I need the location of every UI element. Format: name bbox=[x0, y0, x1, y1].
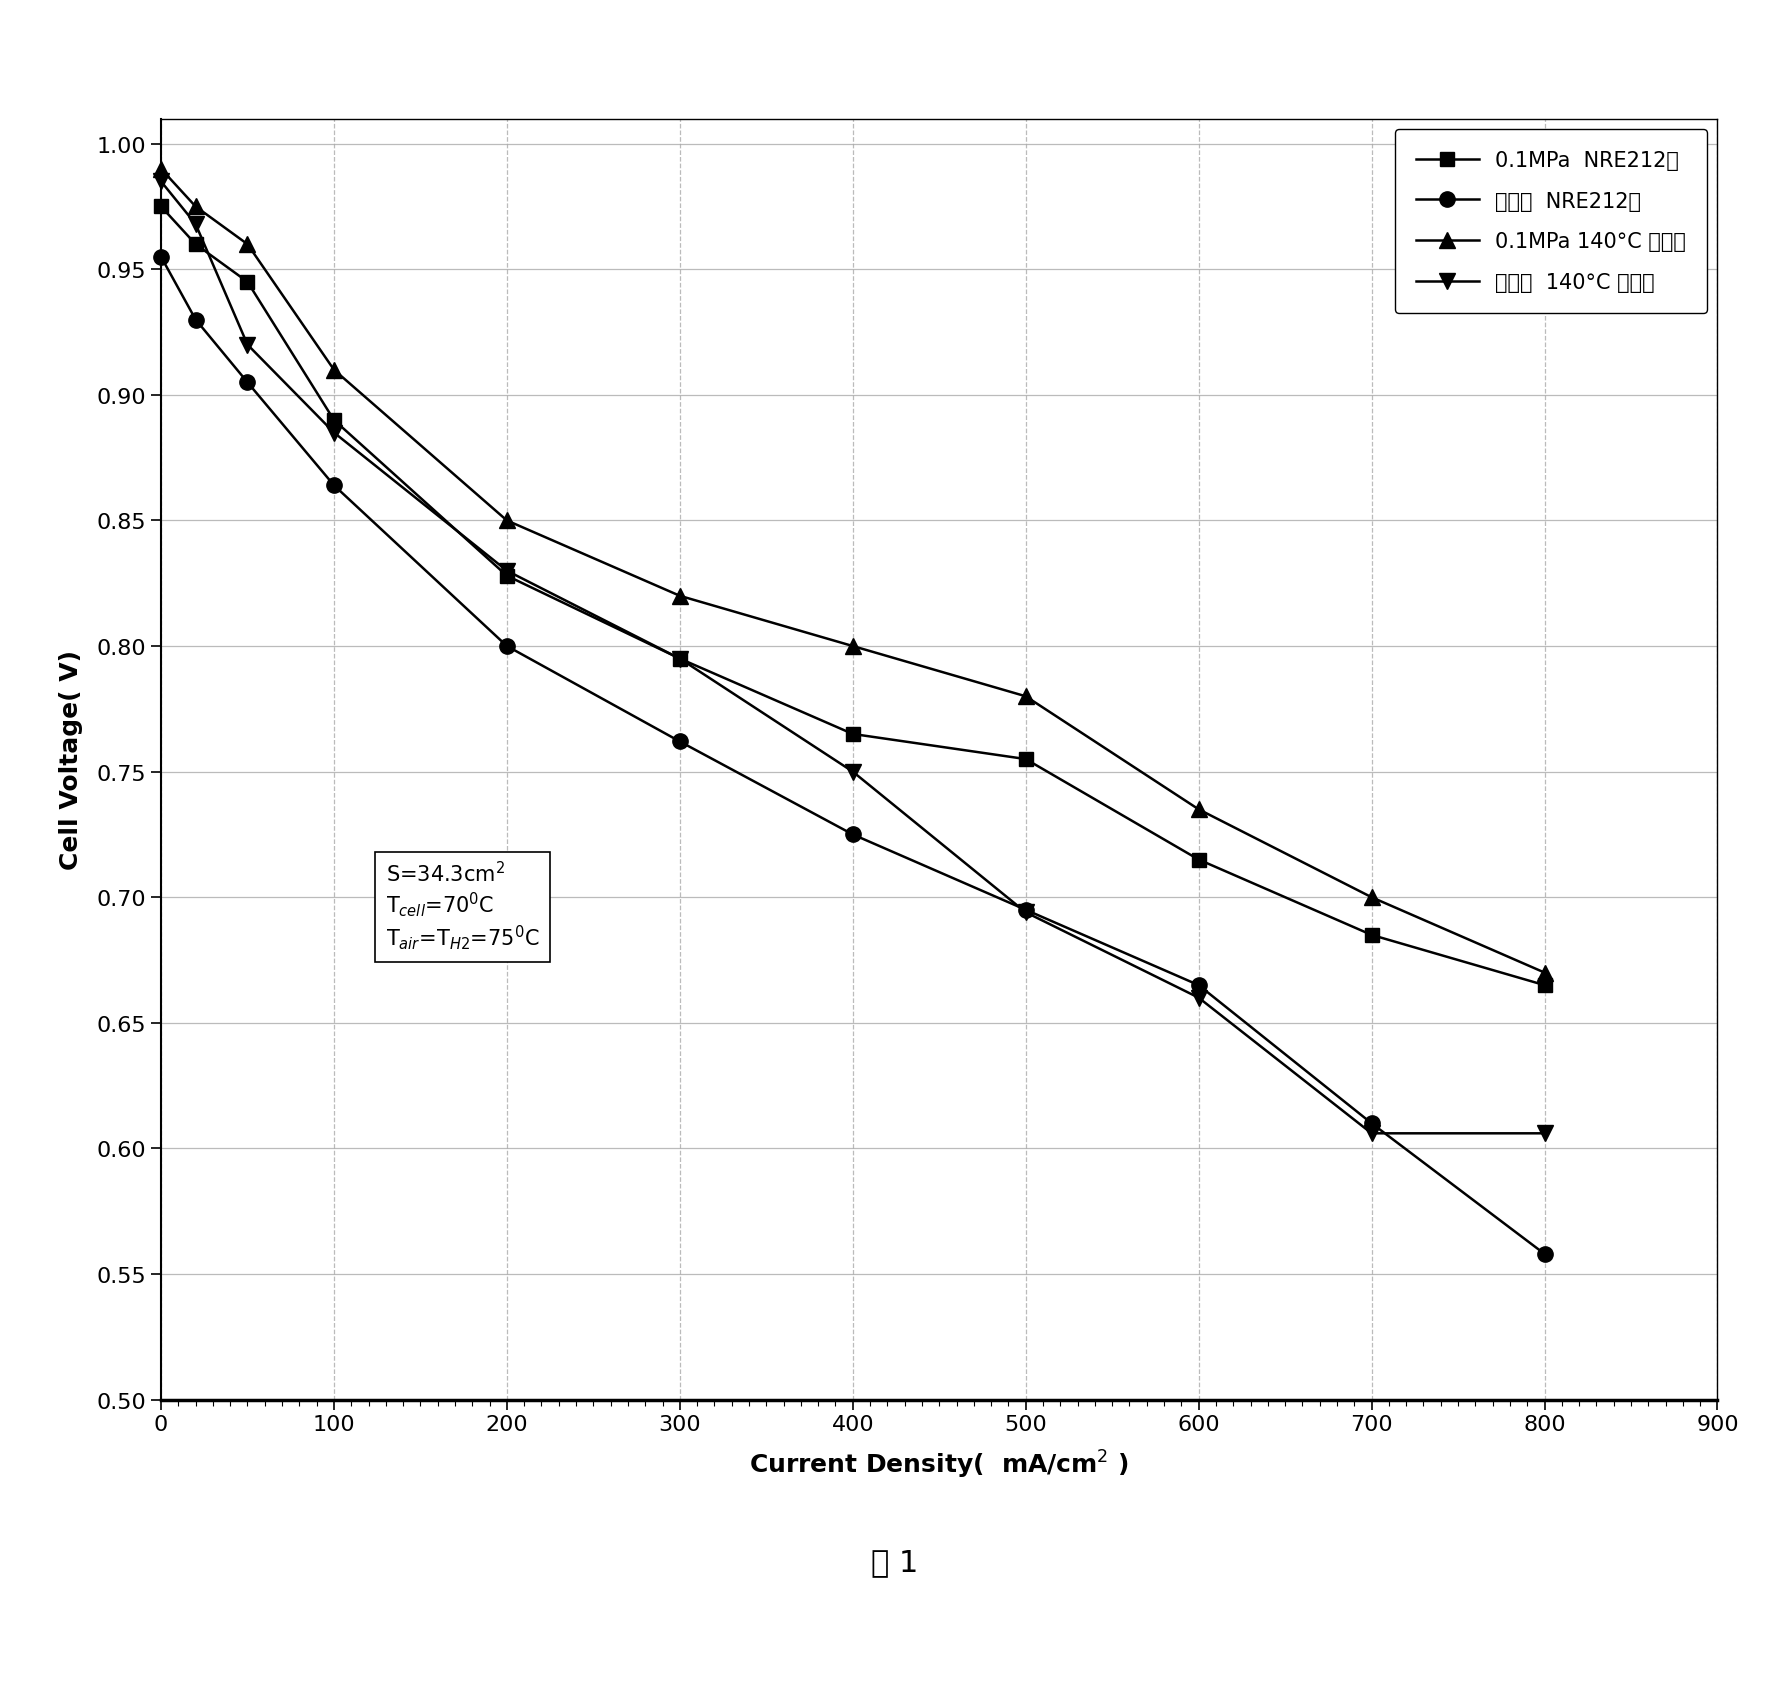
常压　  NRE212膜 bbox=[184, 311, 206, 331]
0.1MPa 140°C 复合膜 bbox=[236, 236, 258, 256]
0.1MPa 140°C 复合膜 bbox=[669, 586, 691, 606]
0.1MPa 140°C 复合膜 bbox=[1014, 686, 1036, 707]
Text: 图 1: 图 1 bbox=[871, 1548, 918, 1577]
0.1MPa  NRE212膜 bbox=[1014, 749, 1036, 770]
0.1MPa  NRE212膜 bbox=[324, 410, 345, 430]
常压　  140°C 复合膜 bbox=[1361, 1123, 1383, 1144]
常压　  140°C 复合膜 bbox=[150, 172, 172, 193]
常压　  NRE212膜 bbox=[496, 637, 517, 657]
常压　  140°C 复合膜 bbox=[1533, 1123, 1555, 1144]
常压　  140°C 复合膜 bbox=[184, 215, 206, 236]
Y-axis label: Cell Voltage( V): Cell Voltage( V) bbox=[59, 650, 82, 869]
Line: 0.1MPa 140°C 复合膜: 0.1MPa 140°C 复合膜 bbox=[154, 162, 1553, 980]
常压　  NRE212膜 bbox=[236, 372, 258, 393]
X-axis label: Current Density(  mA/cm$^2$ ): Current Density( mA/cm$^2$ ) bbox=[750, 1448, 1129, 1480]
常压　  NRE212膜 bbox=[1533, 1244, 1555, 1265]
常压　  140°C 复合膜 bbox=[669, 649, 691, 669]
Line: 常压　  140°C 复合膜: 常压 140°C 复合膜 bbox=[154, 174, 1553, 1142]
0.1MPa 140°C 复合膜 bbox=[1533, 963, 1555, 983]
0.1MPa 140°C 复合膜 bbox=[150, 159, 172, 179]
常压　  NRE212膜 bbox=[1361, 1113, 1383, 1133]
Legend: 0.1MPa  NRE212膜, 常压　  NRE212膜, 0.1MPa 140°C 复合膜, 常压　  140°C 复合膜: 0.1MPa NRE212膜, 常压 NRE212膜, 0.1MPa 140°C… bbox=[1395, 130, 1707, 314]
0.1MPa  NRE212膜 bbox=[236, 273, 258, 294]
Text: S=34.3cm$^2$
T$_{cell}$=70$^0$C
T$_{air}$=T$_{H2}$=75$^0$C: S=34.3cm$^2$ T$_{cell}$=70$^0$C T$_{air}… bbox=[386, 860, 538, 953]
常压　  140°C 复合膜 bbox=[496, 562, 517, 582]
常压　  140°C 复合膜 bbox=[1188, 988, 1209, 1009]
常压　  NRE212膜 bbox=[1014, 900, 1036, 920]
0.1MPa 140°C 复合膜 bbox=[324, 360, 345, 381]
0.1MPa 140°C 复合膜 bbox=[1361, 888, 1383, 908]
常压　  140°C 复合膜 bbox=[324, 423, 345, 444]
常压　  NRE212膜 bbox=[150, 248, 172, 268]
0.1MPa  NRE212膜 bbox=[184, 236, 206, 256]
0.1MPa 140°C 复合膜 bbox=[184, 196, 206, 217]
0.1MPa  NRE212膜 bbox=[669, 649, 691, 669]
0.1MPa 140°C 复合膜 bbox=[1188, 799, 1209, 819]
0.1MPa  NRE212膜 bbox=[150, 196, 172, 217]
常压　  NRE212膜 bbox=[669, 732, 691, 753]
0.1MPa  NRE212膜 bbox=[843, 724, 864, 744]
常压　  NRE212膜 bbox=[324, 476, 345, 497]
常压　  140°C 复合膜 bbox=[236, 335, 258, 355]
0.1MPa  NRE212膜 bbox=[1361, 925, 1383, 946]
0.1MPa 140°C 复合膜 bbox=[496, 510, 517, 531]
常压　  NRE212膜 bbox=[1188, 975, 1209, 995]
0.1MPa 140°C 复合膜 bbox=[843, 637, 864, 657]
常压　  140°C 复合膜 bbox=[1014, 903, 1036, 923]
0.1MPa  NRE212膜 bbox=[496, 567, 517, 587]
Line: 常压　  NRE212膜: 常压 NRE212膜 bbox=[154, 249, 1553, 1261]
常压　  140°C 复合膜 bbox=[843, 761, 864, 782]
Line: 0.1MPa  NRE212膜: 0.1MPa NRE212膜 bbox=[154, 200, 1551, 992]
常压　  NRE212膜 bbox=[843, 824, 864, 845]
0.1MPa  NRE212膜 bbox=[1533, 975, 1555, 995]
0.1MPa  NRE212膜 bbox=[1188, 850, 1209, 871]
